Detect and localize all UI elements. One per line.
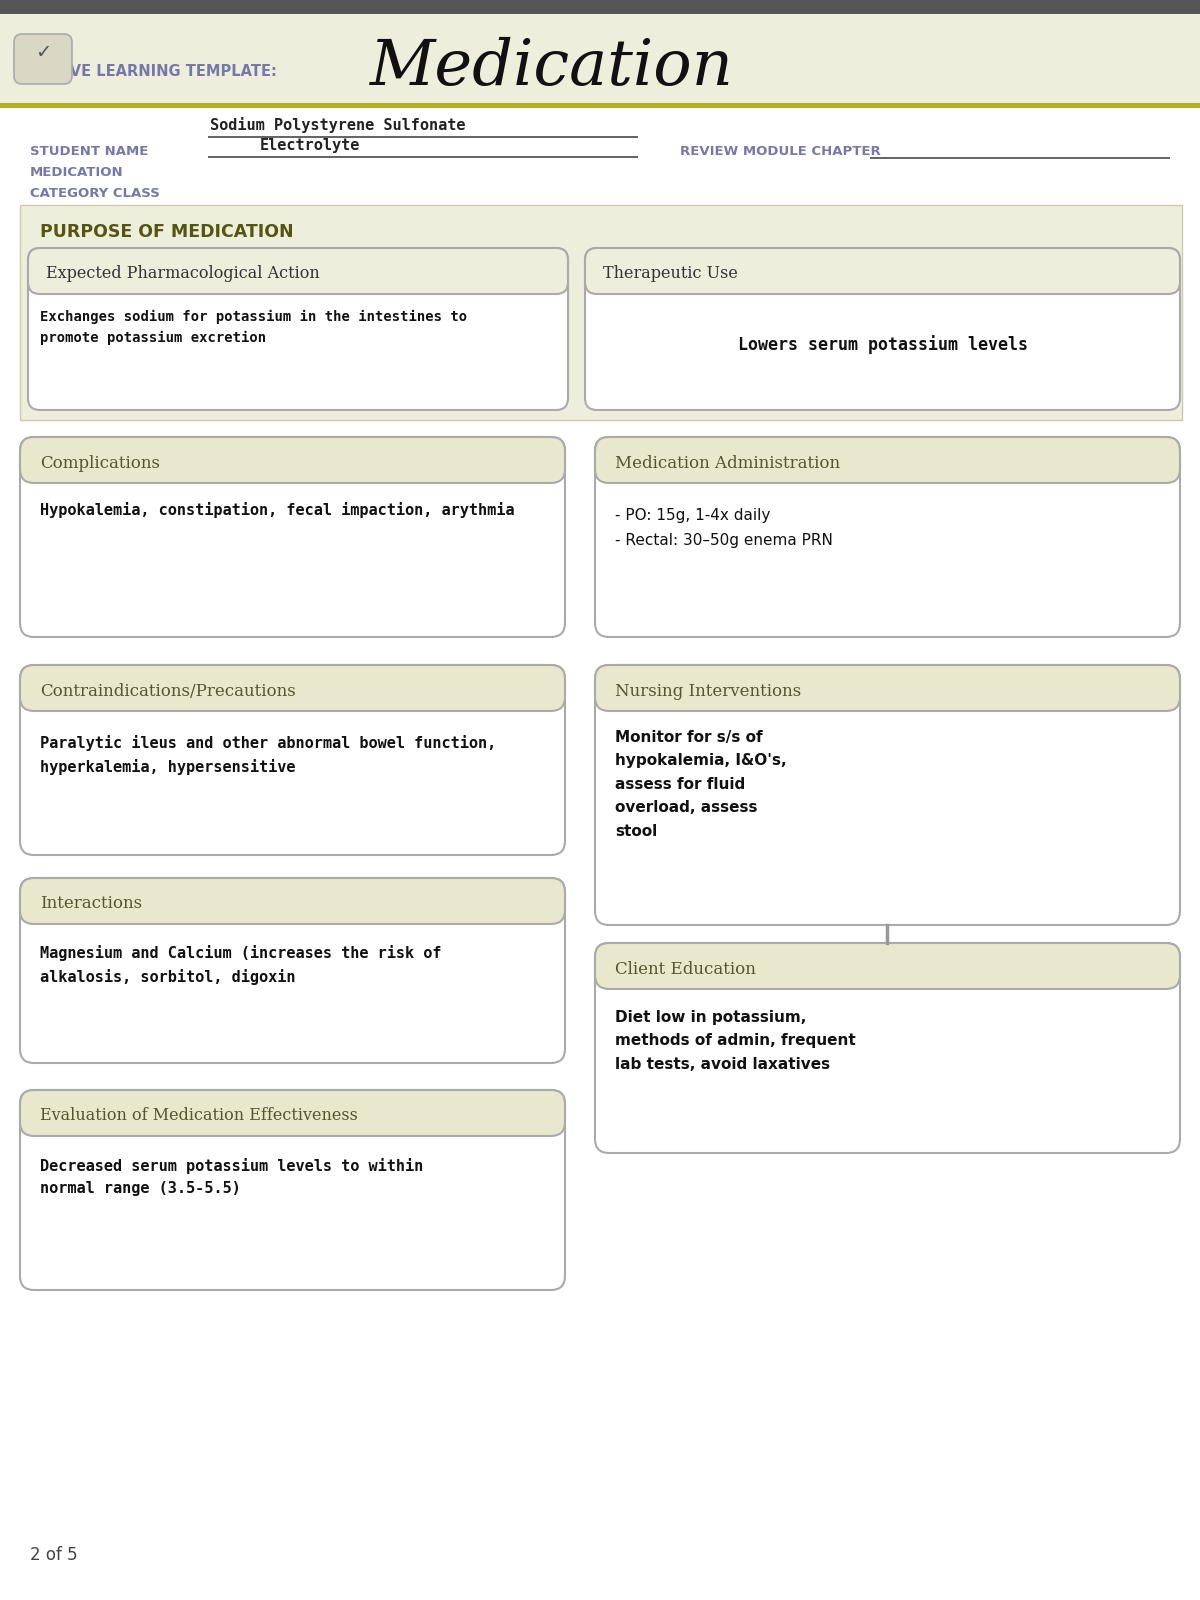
Text: Nursing Interventions: Nursing Interventions (616, 683, 802, 699)
Bar (0, 14, 1200, 102)
Text: Medication: Medication (370, 37, 734, 99)
Text: Client Education: Client Education (616, 960, 756, 978)
Text: Monitor for s/s of
hypokalemia, I&O's,
assess for fluid
overload, assess
stool: Monitor for s/s of hypokalemia, I&O's, a… (616, 730, 787, 838)
FancyBboxPatch shape (595, 942, 1180, 989)
Text: Magnesium and Calcium (increases the risk of
alkalosis, sorbitol, digoxin: Magnesium and Calcium (increases the ris… (40, 946, 442, 984)
FancyBboxPatch shape (20, 666, 565, 710)
FancyBboxPatch shape (28, 248, 568, 410)
Text: Decreased serum potassium levels to within
normal range (3.5-5.5): Decreased serum potassium levels to with… (40, 1158, 424, 1197)
FancyBboxPatch shape (28, 248, 568, 294)
Text: ACTIVE LEARNING TEMPLATE:: ACTIVE LEARNING TEMPLATE: (32, 64, 277, 80)
FancyBboxPatch shape (595, 666, 1180, 710)
Text: Interactions: Interactions (40, 896, 142, 912)
FancyBboxPatch shape (14, 34, 72, 83)
FancyBboxPatch shape (586, 248, 1180, 294)
Text: Therapeutic Use: Therapeutic Use (604, 266, 738, 283)
Text: Lowers serum potassium levels: Lowers serum potassium levels (738, 336, 1028, 355)
Text: Hypokalemia, constipation, fecal impaction, arythmia: Hypokalemia, constipation, fecal impacti… (40, 502, 515, 518)
FancyBboxPatch shape (20, 437, 565, 483)
FancyBboxPatch shape (20, 878, 565, 925)
Text: Paralytic ileus and other abnormal bowel function,
hyperkalemia, hypersensitive: Paralytic ileus and other abnormal bowel… (40, 734, 497, 774)
Text: STUDENT NAME
MEDICATION
CATEGORY CLASS: STUDENT NAME MEDICATION CATEGORY CLASS (30, 146, 160, 200)
FancyBboxPatch shape (20, 1090, 565, 1136)
Bar (0, 0, 1200, 14)
FancyBboxPatch shape (595, 942, 1180, 1154)
Text: Sodium Polystyrene Sulfonate: Sodium Polystyrene Sulfonate (210, 117, 466, 133)
Text: REVIEW MODULE CHAPTER: REVIEW MODULE CHAPTER (680, 146, 881, 158)
Text: - PO: 15g, 1-4x daily
- Rectal: 30–50g enema PRN: - PO: 15g, 1-4x daily - Rectal: 30–50g e… (616, 509, 833, 547)
Text: Complications: Complications (40, 454, 160, 472)
Text: PURPOSE OF MEDICATION: PURPOSE OF MEDICATION (40, 222, 294, 242)
Text: Electrolyte: Electrolyte (260, 138, 360, 154)
FancyBboxPatch shape (595, 437, 1180, 483)
Text: ✓: ✓ (35, 43, 52, 62)
FancyBboxPatch shape (20, 666, 565, 854)
FancyBboxPatch shape (20, 878, 565, 1062)
Bar (0, 102, 1200, 109)
Text: Exchanges sodium for potassium in the intestines to
promote potassium excretion: Exchanges sodium for potassium in the in… (40, 310, 467, 346)
Text: Contraindications/Precautions: Contraindications/Precautions (40, 683, 295, 699)
Text: Diet low in potassium,
methods of admin, frequent
lab tests, avoid laxatives: Diet low in potassium, methods of admin,… (616, 1010, 856, 1072)
Text: Expected Pharmacological Action: Expected Pharmacological Action (46, 266, 319, 283)
Text: 2 of 5: 2 of 5 (30, 1546, 78, 1565)
FancyBboxPatch shape (595, 437, 1180, 637)
Text: Evaluation of Medication Effectiveness: Evaluation of Medication Effectiveness (40, 1107, 358, 1125)
Bar (20, 205, 1182, 419)
FancyBboxPatch shape (20, 437, 565, 637)
FancyBboxPatch shape (595, 666, 1180, 925)
FancyBboxPatch shape (20, 1090, 565, 1290)
Text: Medication Administration: Medication Administration (616, 454, 840, 472)
FancyBboxPatch shape (586, 248, 1180, 410)
